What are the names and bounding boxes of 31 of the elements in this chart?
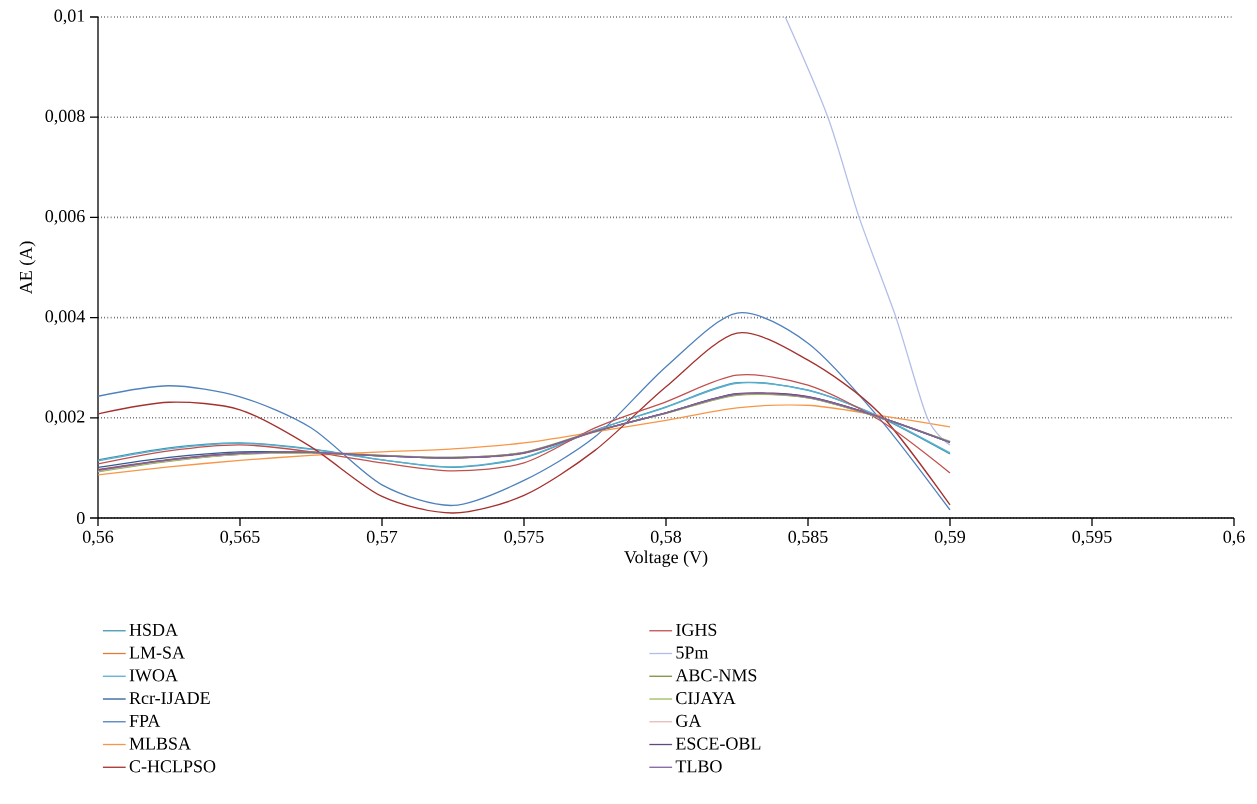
x-tick-label: 0,58 bbox=[650, 530, 682, 546]
legend-label: CIJAYA bbox=[676, 692, 736, 705]
legend-label: ABC-NMS bbox=[675, 669, 757, 682]
legend-label: GA bbox=[676, 714, 702, 727]
y-tick-label: 0,006 bbox=[45, 210, 85, 225]
y-tick-label: 0,004 bbox=[45, 310, 86, 325]
legend-label: LM-SA bbox=[129, 646, 185, 659]
legend-label: MLBSA bbox=[129, 737, 191, 750]
legend-label: TLBO bbox=[675, 760, 722, 773]
x-tick-label: 0,57 bbox=[366, 530, 398, 546]
legend-label: HSDA bbox=[129, 623, 178, 636]
legend-label: Rcr-IJADE bbox=[129, 692, 210, 705]
legend-label: IWOA bbox=[129, 669, 178, 682]
x-axis-title: Voltage (V) bbox=[624, 550, 708, 567]
y-tick-label: 0 bbox=[76, 511, 85, 525]
legend-label: 5Pm bbox=[676, 646, 709, 659]
legend-label: IGHS bbox=[676, 623, 717, 636]
x-tick-label: 0,56 bbox=[82, 530, 114, 546]
y-tick-label: 0,008 bbox=[45, 109, 85, 125]
x-tick-label: 0,585 bbox=[788, 530, 828, 546]
x-tick-label: 0,59 bbox=[934, 530, 966, 546]
x-tick-label: 0,6 bbox=[1223, 530, 1245, 546]
y-axis-title: AE (A) bbox=[19, 241, 36, 295]
y-tick-label: 0,002 bbox=[45, 410, 85, 426]
legend-label: FPA bbox=[129, 714, 161, 727]
x-tick-label: 0,565 bbox=[220, 530, 260, 546]
y-tick-label: 0,01 bbox=[54, 9, 85, 25]
x-tick-label: 0,595 bbox=[1072, 530, 1112, 546]
x-tick-label: 0,575 bbox=[504, 530, 544, 546]
legend-label: ESCE-OBL bbox=[675, 737, 761, 750]
legend-label: C-HCLPSO bbox=[129, 760, 216, 773]
